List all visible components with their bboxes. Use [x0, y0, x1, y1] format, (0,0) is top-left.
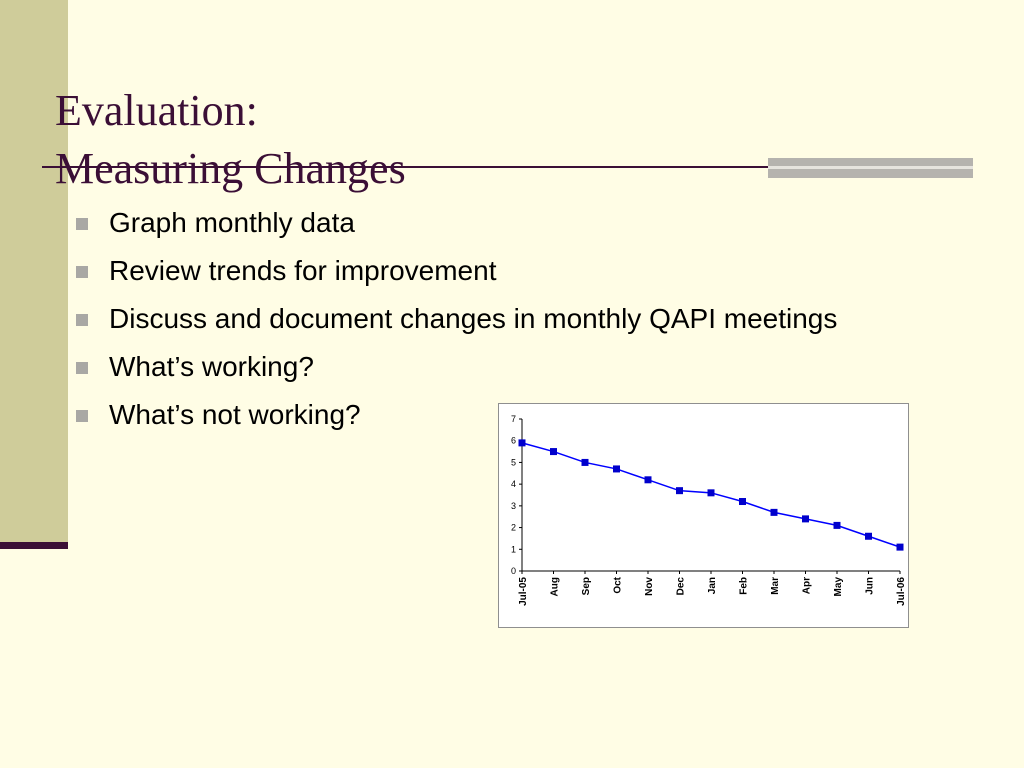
- x-tick-label: Dec: [676, 577, 687, 596]
- data-point: [833, 521, 841, 529]
- square-bullet-icon: [76, 410, 88, 422]
- bullet-text: What’s working?: [109, 351, 314, 382]
- y-tick-label: 2: [511, 523, 516, 533]
- x-tick-label: Jun: [865, 577, 876, 595]
- slide-title-line-1: Evaluation:: [55, 86, 258, 135]
- x-tick-label: May: [833, 577, 844, 597]
- bullet-item: What’s not working?: [76, 396, 876, 434]
- y-tick-label: 4: [511, 479, 516, 489]
- x-tick-label: Mar: [770, 577, 781, 595]
- y-tick-label: 7: [511, 414, 516, 424]
- data-point: [581, 458, 589, 466]
- x-tick-label: Jan: [707, 577, 718, 594]
- data-point: [613, 465, 620, 473]
- x-tick-label: Aug: [550, 577, 561, 596]
- x-tick-label: Apr: [802, 577, 813, 594]
- square-bullet-icon: [76, 266, 88, 278]
- y-tick-label: 5: [511, 457, 516, 467]
- x-tick-label: Jul-06: [896, 577, 907, 606]
- data-point: [865, 532, 872, 540]
- slide-title-line-2: Measuring Changes: [55, 144, 406, 193]
- x-tick-label: Jul-05: [518, 577, 529, 606]
- data-point: [802, 515, 809, 523]
- x-tick-label: Nov: [644, 577, 655, 596]
- data-point: [770, 508, 778, 516]
- x-tick-label: Sep: [581, 577, 592, 595]
- y-tick-label: 3: [511, 501, 516, 511]
- bullet-item: Graph monthly data: [76, 204, 876, 242]
- bullet-text: Review trends for improvement: [109, 255, 497, 286]
- decorative-side-band-bar: [0, 542, 68, 549]
- data-point: [518, 439, 526, 447]
- line-chart-panel: 0 1 2 3 4 5 6 7 Jul-05 Aug Sep Oct Nov Dec Jan Feb Mar A…: [498, 403, 909, 628]
- bullet-item: What’s working?: [76, 348, 876, 386]
- square-bullet-icon: [76, 218, 88, 230]
- bullet-text: Discuss and document changes in monthly …: [109, 303, 838, 334]
- square-bullet-icon: [76, 314, 88, 326]
- title-underline-rule: [42, 166, 972, 168]
- y-tick-label: 1: [511, 544, 516, 554]
- line-chart: 0 1 2 3 4 5 6 7 Jul-05 Aug Sep Oct Nov Dec Jan Feb Mar A…: [511, 414, 907, 606]
- y-tick-label: 0: [511, 566, 516, 576]
- x-tick-label: Feb: [739, 577, 750, 595]
- bullet-text: Graph monthly data: [109, 207, 355, 238]
- x-tick-label: Oct: [613, 576, 624, 593]
- slide-title: Evaluation: Measuring Changes: [55, 82, 406, 198]
- y-tick-label: 6: [511, 436, 516, 446]
- x-axis-categories: Jul-05 Aug Sep Oct Nov Dec Jan Feb Mar Apr May Jun J…: [518, 571, 907, 606]
- data-point: [676, 487, 683, 495]
- bullet-item: Discuss and document changes in monthly …: [76, 300, 876, 338]
- bullet-list: Graph monthly data Review trends for imp…: [76, 204, 876, 444]
- decorative-accent-bar: [768, 158, 973, 178]
- data-point: [644, 476, 652, 484]
- data-point: [739, 498, 746, 506]
- data-point: [550, 448, 557, 456]
- bullet-text: What’s not working?: [109, 399, 361, 430]
- bullet-item: Review trends for improvement: [76, 252, 876, 290]
- decorative-side-band: [0, 0, 68, 545]
- data-point: [896, 543, 904, 551]
- y-axis-ticks: 0 1 2 3 4 5 6 7: [511, 414, 522, 576]
- data-point: [707, 489, 715, 497]
- chart-series: [518, 439, 904, 551]
- square-bullet-icon: [76, 362, 88, 374]
